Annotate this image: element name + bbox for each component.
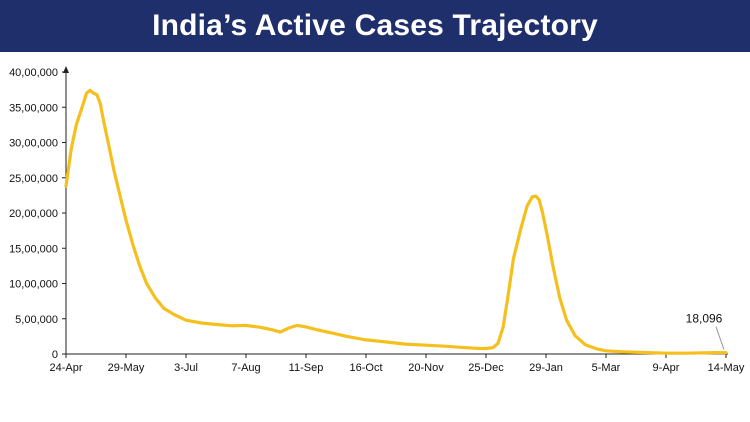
y-tick-label: 30,00,000 [9,138,58,150]
series-layer [64,88,728,355]
x-tick-label: 24-Apr [49,362,82,374]
x-tick-label: 3-Jul [174,362,198,374]
y-axis: 0 5,00,000 10,00,000 15,00,000 20,00,000 25,0… [9,66,69,361]
y-tick-label: 20,00,000 [9,208,58,220]
y-tick-label: 10,00,000 [9,279,58,291]
annotation-label: 18,096 [686,312,723,326]
y-tick-label: 5,00,000 [15,314,58,326]
y-tick-label: 35,00,000 [9,102,58,114]
y-axis-arrow [63,66,69,73]
page-title: India’s Active Cases Trajectory [152,9,598,42]
title-banner: India’s Active Cases Trajectory [0,0,750,52]
y-tick-label: 25,00,000 [9,173,58,185]
y-tick-label: 15,00,000 [9,243,58,255]
x-tick-label: 20-Nov [408,362,444,374]
x-tick-label: 16-Oct [349,362,382,374]
x-tick-label: 29-Jan [529,362,563,374]
x-tick-label: 5-Mar [592,362,621,374]
annotation-layer: 18,096 [686,312,725,350]
x-tick-label: 9-Apr [653,362,680,374]
series-line-0 [64,88,728,355]
x-tick-label: 11-Sep [289,362,324,374]
y-tick-label: 0 [52,349,58,361]
annotation-leader [715,326,725,350]
x-tick-label: 14-May [708,362,745,374]
y-tick-label: 40,00,000 [9,67,58,79]
active-cases-line-chart: 0 5,00,000 10,00,000 15,00,000 20,00,000 25,0… [9,66,745,374]
x-tick-label: 29-May [108,362,145,374]
x-tick-label: 25-Dec [468,362,504,374]
x-axis: 24-Apr 29-May 3-Jul 7-Aug 11-Sep 16-Oct 20-Nov… [49,353,745,374]
x-tick-label: 7-Aug [231,362,260,374]
